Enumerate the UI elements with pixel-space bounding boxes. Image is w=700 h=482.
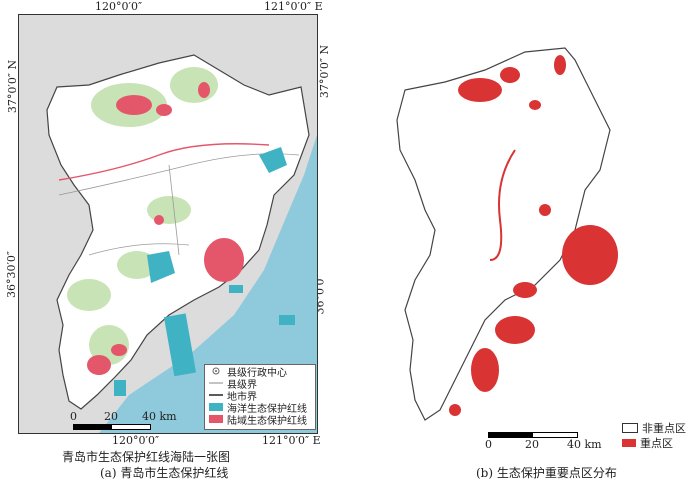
scale-a-bar	[73, 424, 151, 430]
marine-redline-swatch	[209, 403, 223, 411]
legend-b-label-1: 重点区	[640, 436, 673, 450]
legend-b: 非重点区 重点区	[618, 420, 698, 454]
scale-b-tick-40: 40 km	[567, 438, 602, 451]
legend-a-label-3: 海洋生态保护红线	[227, 403, 307, 415]
scale-b-bar	[488, 432, 578, 438]
lon-label-bottom-120: 120°0′0″	[112, 434, 160, 447]
legend-a-row-county-center: 县级行政中心	[205, 365, 315, 379]
lon-label-top-121: 121°0′0″ E	[264, 0, 323, 13]
legend-a-label-0: 县级行政中心	[227, 367, 287, 379]
map-b	[385, 30, 625, 430]
lat-label-left-3630: 36°30′0″	[5, 250, 19, 299]
scale-a-tick-40: 40 km	[142, 410, 177, 423]
legend-a-row-city-boundary: 地市界	[205, 389, 315, 403]
lat-label-right-37: 37°0′0″ N	[318, 44, 332, 99]
land-redlines	[58, 82, 270, 375]
land-redline-swatch	[209, 415, 223, 423]
county-center-icon	[209, 367, 223, 375]
legend-a-row-county-boundary: 县级界	[205, 377, 315, 391]
legend-a-row-marine: 海洋生态保护红线	[205, 401, 315, 415]
legend-a-label-2: 地市界	[227, 391, 257, 403]
map-b-canvas	[396, 47, 618, 421]
marine-redlines	[114, 147, 295, 396]
legend-a-label-1: 县级界	[227, 379, 257, 391]
legend-b-row-nonpriority: 非重点区	[618, 420, 698, 435]
caption-b: (b) 生态保护重要点区分布	[476, 466, 617, 480]
priority-swatch	[622, 438, 636, 447]
legend-a-label-4: 陆域生态保护红线	[227, 415, 307, 427]
scale-bar-a: 0 20 40 km	[70, 410, 180, 432]
qingdao-outline-b	[396, 47, 611, 421]
map-frame-a	[18, 14, 318, 434]
map-a-canvas	[19, 15, 317, 433]
legend-a-row-land: 陆域生态保护红线	[205, 413, 315, 427]
caption-a: (a) 青岛市生态保护红线	[100, 466, 229, 480]
map-a-title: 青岛市生态保护红线海陆一张图	[62, 450, 231, 464]
legend-a: 县级行政中心 县级界 地市界 海洋生态保护红线 陆域生态保护红线	[204, 364, 316, 430]
sea-area	[99, 135, 317, 433]
scale-a-tick-20: 20	[104, 410, 118, 423]
priority-areas	[449, 55, 618, 416]
county-boundary-line	[209, 379, 223, 387]
city-boundary-line	[209, 391, 223, 399]
scale-a-tick-0: 0	[70, 410, 77, 423]
scale-bar-b: 0 20 40 km	[485, 430, 605, 452]
scale-b-tick-0: 0	[485, 438, 492, 451]
legend-b-label-0: 非重点区	[642, 421, 686, 435]
lon-label-top-120: 120°0′0″	[95, 0, 143, 13]
scale-b-tick-20: 20	[525, 438, 539, 451]
lon-label-bottom-121: 121°0′0″ E	[262, 434, 321, 447]
legend-b-row-priority: 重点区	[618, 435, 698, 450]
nonpriority-swatch	[622, 422, 638, 433]
